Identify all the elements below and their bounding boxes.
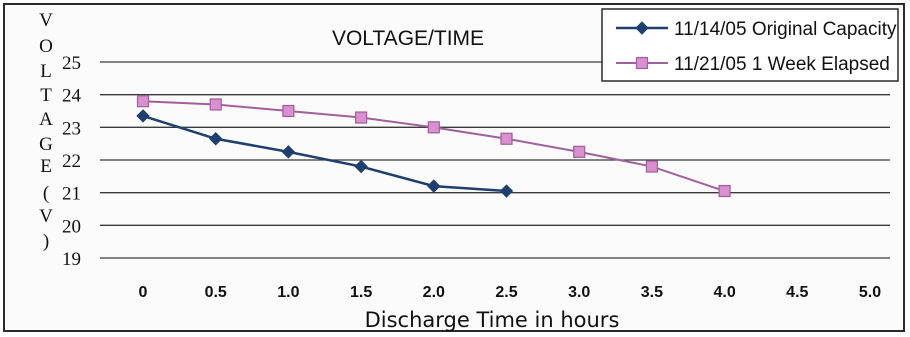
y-axis-ticks: 19 20 21 22 23 24 25 bbox=[62, 53, 82, 270]
x-tick-label: 3.0 bbox=[568, 284, 590, 301]
data-point-diamond bbox=[635, 21, 649, 35]
data-point-square bbox=[645, 160, 659, 173]
y-axis-label-letter: E bbox=[40, 156, 52, 177]
data-point-diamond bbox=[354, 159, 368, 174]
x-tick-label: 2.5 bbox=[495, 284, 517, 301]
chart-title: VOLTAGE/TIME bbox=[332, 27, 484, 50]
y-axis-label-letter: ( bbox=[43, 183, 49, 204]
y-tick-label: 25 bbox=[62, 53, 81, 74]
data-point-square bbox=[718, 184, 731, 198]
data-point-diamond bbox=[427, 179, 441, 193]
data-point-square bbox=[635, 56, 649, 70]
data-point-square bbox=[209, 98, 222, 111]
x-axis-label: Discharge Time in hours bbox=[365, 308, 620, 332]
x-tick-label: 4.0 bbox=[713, 284, 735, 301]
data-point-square bbox=[355, 111, 368, 124]
series-line bbox=[142, 100, 725, 192]
data-point-square bbox=[500, 132, 513, 145]
legend: 11/14/05 Original Capacity 11/21/05 1 Wee… bbox=[601, 8, 899, 82]
y-tick-label: 21 bbox=[62, 184, 81, 205]
y-axis-label-letter: G bbox=[39, 134, 53, 155]
x-axis-ticks: 0 0.5 1.0 1.5 2.0 2.5 3.0 3.5 4.0 4.5 5.0 bbox=[139, 284, 882, 301]
y-axis-label-letter: V bbox=[39, 10, 53, 31]
x-tick-label: 5.0 bbox=[859, 284, 881, 301]
data-point-diamond bbox=[499, 184, 514, 198]
y-axis-label-letter: ) bbox=[43, 231, 49, 252]
y-axis-label-letter: O bbox=[39, 36, 53, 57]
data-point-square bbox=[427, 121, 440, 134]
y-tick-label: 23 bbox=[62, 118, 81, 139]
data-point-square bbox=[136, 95, 150, 108]
y-axis-label-letter: A bbox=[39, 109, 53, 130]
y-axis-label: VOLTAGE(V) bbox=[39, 10, 53, 252]
x-tick-label: 0.5 bbox=[205, 284, 227, 301]
series-layer bbox=[136, 95, 731, 198]
data-point-diamond bbox=[208, 132, 223, 146]
legend-box bbox=[601, 8, 899, 82]
y-tick-label: 24 bbox=[62, 86, 82, 107]
data-point-diamond bbox=[136, 109, 150, 123]
y-axis-label-letter: L bbox=[40, 61, 52, 82]
data-point-diamond bbox=[281, 145, 296, 159]
series-line bbox=[142, 114, 507, 193]
x-tick-label: 1.0 bbox=[277, 284, 299, 301]
legend-label: 11/14/05 Original Capacity bbox=[674, 19, 897, 40]
data-point-square bbox=[282, 104, 295, 118]
y-axis-label-letter: T bbox=[40, 85, 52, 106]
x-tick-label: 4.5 bbox=[786, 284, 808, 301]
x-tick-label: 2.0 bbox=[423, 284, 445, 301]
x-tick-label: 1.5 bbox=[350, 284, 372, 301]
x-tick-label: 3.5 bbox=[641, 284, 663, 301]
y-axis-label-letter: V bbox=[39, 206, 53, 227]
y-tick-label: 20 bbox=[62, 216, 81, 237]
gridlines bbox=[100, 61, 890, 259]
data-point-square bbox=[573, 145, 586, 158]
y-tick-label: 19 bbox=[62, 249, 81, 270]
y-tick-label: 22 bbox=[62, 151, 81, 172]
x-tick-label: 0 bbox=[139, 284, 148, 301]
legend-label: 11/21/05 1 Week Elapsed bbox=[674, 54, 890, 75]
